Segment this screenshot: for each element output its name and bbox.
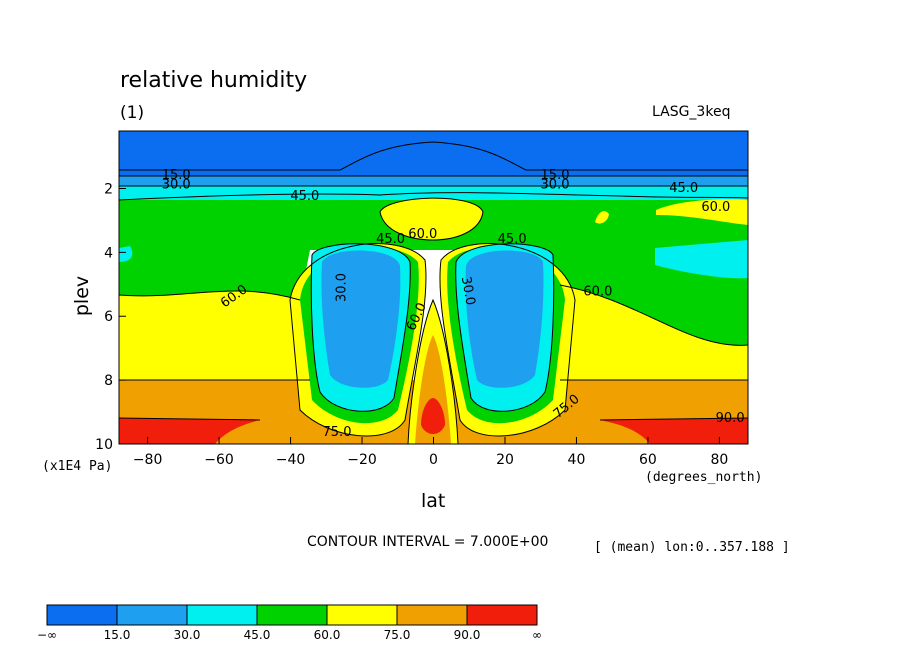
colorbar-label: 45.0 bbox=[244, 628, 271, 642]
colorbar-label: ∞ bbox=[532, 628, 542, 642]
contour-label: 45.0 bbox=[376, 232, 405, 247]
colorbar-swatch bbox=[186, 604, 258, 626]
fill-band-90-plus-right bbox=[600, 418, 748, 444]
contour-label: 45.0 bbox=[290, 189, 319, 204]
mean-range-text: [ (mean) lon:0..357.188 ] bbox=[594, 540, 790, 555]
contour-labels: 15.030.045.060.0 30.045.0 60.060.075.015.0… bbox=[162, 168, 745, 440]
colorbar-swatch bbox=[326, 604, 398, 626]
fill-right-yellow-patch-1 bbox=[595, 211, 609, 224]
fill-left-side-lobe bbox=[252, 304, 281, 337]
colorbar-label: 90.0 bbox=[454, 628, 481, 642]
contour-label: 30.0 bbox=[458, 275, 478, 306]
contour-line-90-right bbox=[599, 417, 748, 421]
fill-band-60-75 bbox=[119, 290, 300, 380]
y-tick-label: 2 bbox=[104, 181, 113, 197]
colorbar-label: 60.0 bbox=[314, 628, 341, 642]
y-tick-label: 10 bbox=[95, 437, 113, 453]
contour-label: 60.0 bbox=[408, 227, 437, 242]
contour-line-60-left bbox=[119, 290, 301, 301]
colorbar-label: 30.0 bbox=[174, 628, 201, 642]
y-tick-label: 6 bbox=[104, 309, 113, 325]
contour-line-right-inner bbox=[455, 243, 555, 412]
fill-equator-upper-oval bbox=[380, 198, 483, 240]
contour-label: 45.0 bbox=[498, 232, 527, 247]
x-axis-label: lat bbox=[421, 490, 446, 512]
chart-title: relative humidity bbox=[120, 68, 308, 93]
colorbar-label: −∞ bbox=[37, 628, 57, 642]
contour-line-left-lobe-outer bbox=[289, 243, 427, 437]
contour-label: 15.0 bbox=[162, 168, 191, 183]
fill-band-90-plus-left bbox=[119, 418, 260, 444]
x-tick-label: 0 bbox=[429, 452, 438, 468]
fill-right-yellow-patch-2 bbox=[656, 199, 748, 225]
contour-label: 90.0 bbox=[716, 411, 745, 426]
contour-label: 45.0 bbox=[669, 181, 698, 196]
x-axis-units: (degrees_north) bbox=[645, 470, 763, 485]
chart-subtitle: (1) bbox=[120, 103, 145, 123]
y-tick-label: 4 bbox=[104, 245, 113, 261]
x-tick-label: 60 bbox=[639, 452, 657, 468]
fill-band-below-15-top bbox=[119, 131, 748, 176]
fill-left-lobe-blue bbox=[321, 250, 401, 388]
y-axis-units: (x1E4 Pa) bbox=[42, 459, 113, 474]
y-axis: 2 4 6 8 10 bbox=[95, 181, 126, 453]
x-tick-label: 40 bbox=[568, 452, 586, 468]
fill-center-core-red bbox=[421, 398, 445, 434]
model-label: LASG_3keq bbox=[652, 104, 731, 120]
fill-right-lobe-blue bbox=[465, 250, 544, 388]
x-axis: −80 −60 −40 −20 0 20 40 60 80 bbox=[133, 437, 728, 468]
x-tick-label: −20 bbox=[347, 452, 377, 468]
x-tick-label: −60 bbox=[204, 452, 234, 468]
fill-right-side-lobe bbox=[585, 303, 620, 335]
colorbar-swatch bbox=[46, 604, 118, 626]
contour-line-left-inner bbox=[310, 243, 411, 412]
contour-line-upper-arch bbox=[119, 141, 748, 171]
contour-line-right-lobe-outer bbox=[439, 243, 576, 437]
fill-band-45-60 bbox=[119, 200, 748, 346]
contour-label: 30.0 bbox=[162, 178, 191, 193]
fill-right-upper-cyan bbox=[655, 240, 748, 279]
colorbar-swatch bbox=[466, 604, 538, 626]
colorbar-label: 75.0 bbox=[384, 628, 411, 642]
colorbar-swatch bbox=[256, 604, 328, 626]
contour-interval-text: CONTOUR INTERVAL = 7.000E+00 bbox=[307, 534, 549, 550]
colorbar: −∞ 15.0 30.0 45.0 60.0 75.0 90.0 ∞ bbox=[37, 604, 542, 642]
colorbar-label: 15.0 bbox=[104, 628, 131, 642]
contour-line-45-top bbox=[119, 192, 748, 201]
fill-band-15-30-top bbox=[119, 176, 748, 186]
contour-label: 75.0 bbox=[323, 425, 352, 440]
fill-left-cyan-spot bbox=[119, 246, 133, 262]
contour-line-center-tongue bbox=[407, 298, 459, 444]
contour-fills bbox=[119, 131, 748, 444]
colorbar-swatch bbox=[396, 604, 468, 626]
colorbar-swatch bbox=[116, 604, 188, 626]
x-tick-label: −80 bbox=[133, 452, 163, 468]
contour-label: 60.0 bbox=[701, 200, 730, 215]
contour-line-60-right bbox=[559, 284, 748, 346]
y-tick-label: 8 bbox=[104, 373, 113, 389]
x-tick-label: −40 bbox=[276, 452, 306, 468]
contour-label: 15.0 bbox=[541, 168, 570, 183]
contour-label: 30.0 bbox=[541, 178, 570, 193]
contour-line-equator-oval bbox=[379, 197, 484, 241]
contour-label: 30.0 bbox=[335, 273, 350, 302]
contour-label: 60.0 bbox=[583, 285, 612, 300]
x-tick-label: 20 bbox=[496, 452, 514, 468]
contour-line-90-left bbox=[119, 417, 261, 421]
x-tick-label: 80 bbox=[710, 452, 728, 468]
